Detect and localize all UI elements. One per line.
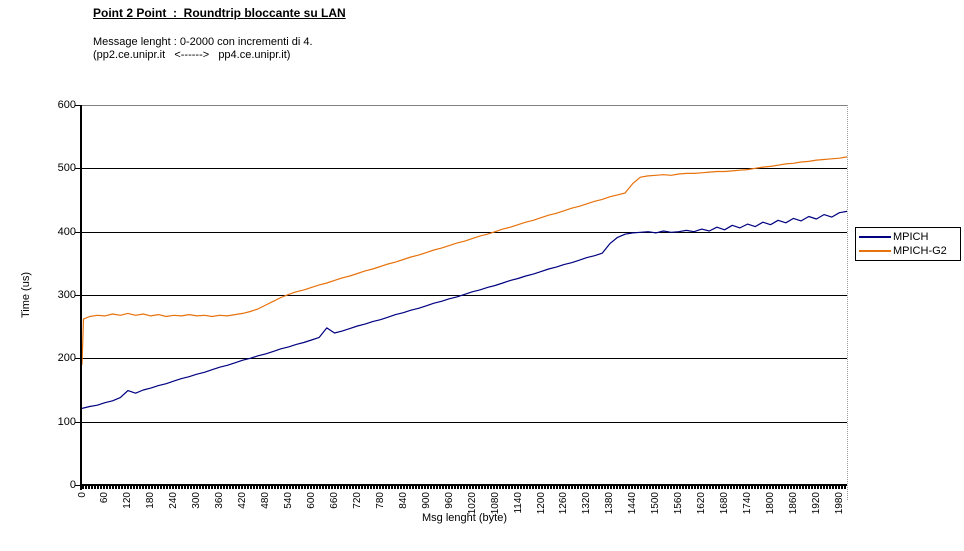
y-tick-mark xyxy=(75,422,80,423)
x-axis-tick-marks xyxy=(82,486,847,489)
chart-right-border xyxy=(847,105,848,500)
y-tick-label: 400 xyxy=(57,225,76,238)
y-tick-mark xyxy=(75,358,80,359)
y-tick-mark xyxy=(75,168,80,169)
y-axis-title: Time (us) xyxy=(20,271,32,319)
mpich-g2-series-line xyxy=(82,156,847,365)
plot-area xyxy=(82,105,847,485)
mpich-g2-line-swatch xyxy=(859,250,891,252)
y-tick-mark xyxy=(75,295,80,296)
plot-canvas xyxy=(82,105,847,423)
y-tick-label: 500 xyxy=(57,162,76,175)
y-tick-mark xyxy=(75,105,80,106)
legend-item-mpich-g2: MPICH-G2 xyxy=(856,244,960,258)
mpich-series-line xyxy=(82,210,847,409)
y-tick-label: 300 xyxy=(57,289,76,301)
y-tick-mark xyxy=(75,232,80,233)
y-tick-label: 200 xyxy=(57,352,76,365)
x-axis-title: Msg lenght (byte) xyxy=(422,512,507,524)
chart-subtitle-line1: Message lenght : 0-2000 con incrementi d… xyxy=(93,36,313,48)
y-tick-label: 600 xyxy=(57,99,76,111)
mpich-line-swatch xyxy=(859,236,891,238)
chart-subtitle-line2: (pp2.ce.unipr.it <------> pp4.ce.unipr.i… xyxy=(93,49,291,61)
y-tick-label: 100 xyxy=(57,415,76,428)
y-tick-mark xyxy=(75,485,80,486)
y-tick-label: 0 xyxy=(69,479,76,491)
chart-title: Point 2 Point : Roundtrip bloccante su L… xyxy=(93,6,346,20)
x-axis-line xyxy=(80,484,847,486)
legend-label-mpich-g2: MPICH-G2 xyxy=(893,245,947,257)
legend-item-mpich: MPICH xyxy=(856,230,960,244)
legend: MPICH MPICH-G2 xyxy=(855,227,961,261)
y-axis-line xyxy=(80,105,82,490)
legend-label-mpich: MPICH xyxy=(893,231,929,243)
